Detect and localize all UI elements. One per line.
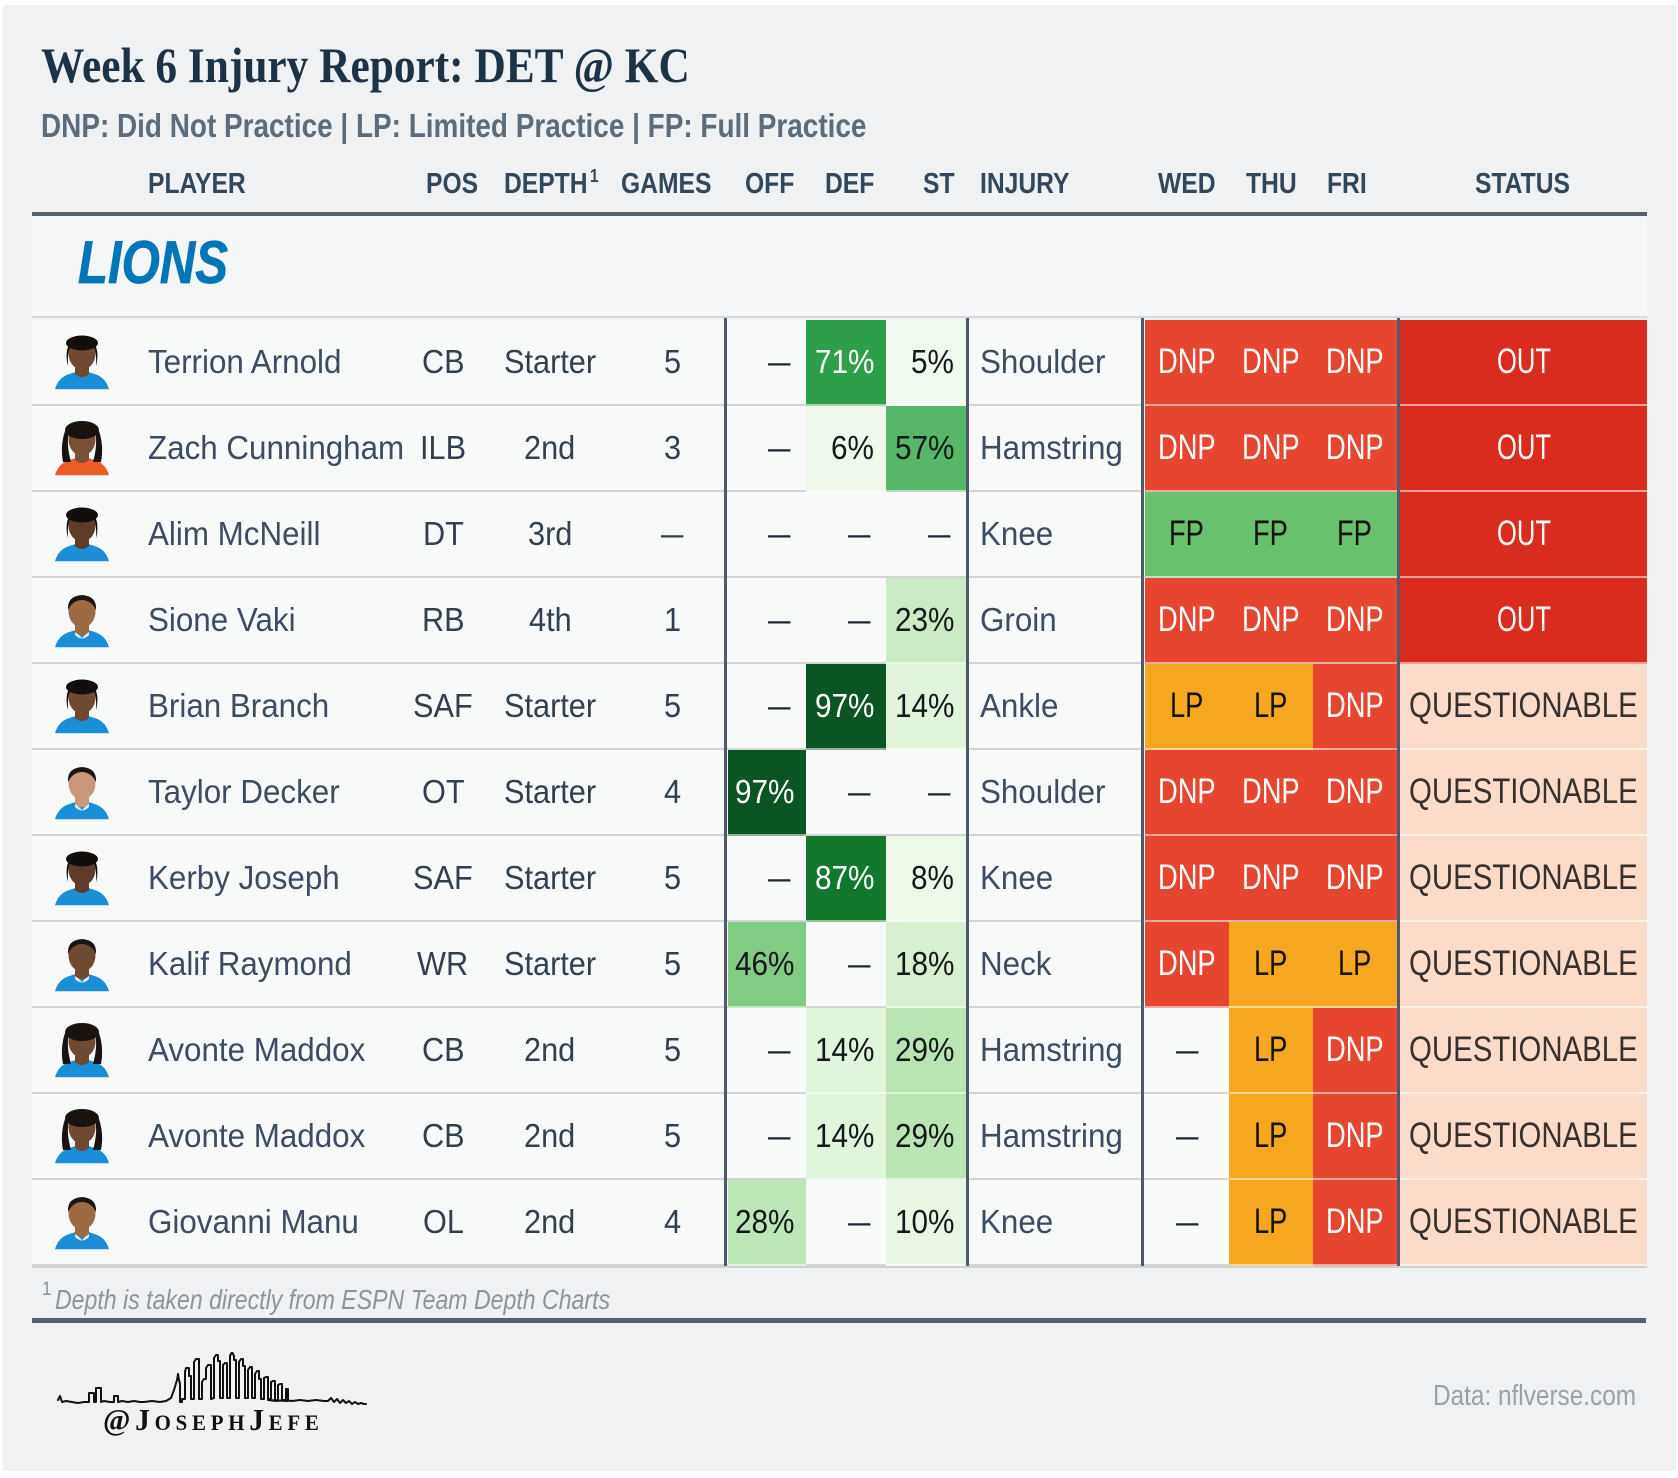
svg-text:LIONS: LIONS — [78, 238, 228, 290]
